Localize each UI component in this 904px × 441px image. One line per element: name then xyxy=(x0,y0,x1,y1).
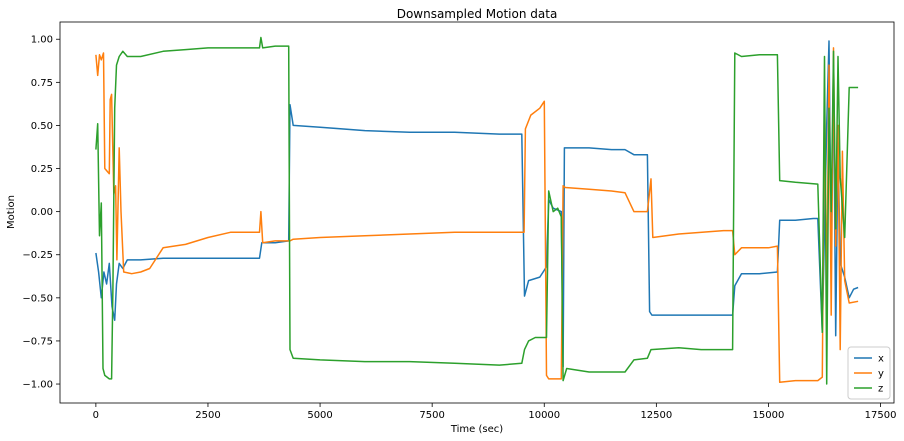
series-line-z xyxy=(95,36,859,385)
x-tick-label: 17500 xyxy=(865,410,897,421)
legend: xyz xyxy=(847,346,891,400)
x-tick-label: 15000 xyxy=(753,410,785,421)
y-tick-label: 0.25 xyxy=(31,164,53,175)
x-tick-label: 5000 xyxy=(307,410,332,421)
y-tick-label: −1.00 xyxy=(22,380,53,391)
legend-label-x: x xyxy=(878,354,884,365)
series-line-y xyxy=(95,47,859,384)
chart-title: Downsampled Motion data xyxy=(397,7,558,21)
y-axis-label: Motion xyxy=(6,195,17,229)
x-axis-label: Time (sec) xyxy=(450,424,503,435)
y-tick-label: 0.00 xyxy=(31,207,53,218)
legend-label-z: z xyxy=(878,384,883,395)
y-tick-label: −0.75 xyxy=(22,336,53,347)
y-tick-label: 1.00 xyxy=(31,35,53,46)
y-tick-label: 0.75 xyxy=(31,78,53,89)
plot-lines xyxy=(95,36,859,385)
x-axis: 0 2500 5000 7500 10000 12500 15000 17500 xyxy=(93,403,897,421)
x-tick-label: 10000 xyxy=(528,410,560,421)
y-tick-label: −0.25 xyxy=(22,250,53,261)
y-tick-label: 0.50 xyxy=(31,121,53,132)
x-tick-label: 7500 xyxy=(419,410,444,421)
x-tick-label: 0 xyxy=(93,410,99,421)
y-tick-label: −0.50 xyxy=(22,293,53,304)
legend-label-y: y xyxy=(878,369,884,380)
x-tick-label: 2500 xyxy=(195,410,220,421)
plot-frame xyxy=(59,21,895,404)
series-line-x xyxy=(95,40,859,368)
x-tick-label: 12500 xyxy=(640,410,672,421)
y-axis: 1.00 0.75 0.50 0.25 0.00 −0.25 −0.50 −0.75 −1.00 xyxy=(22,35,60,391)
